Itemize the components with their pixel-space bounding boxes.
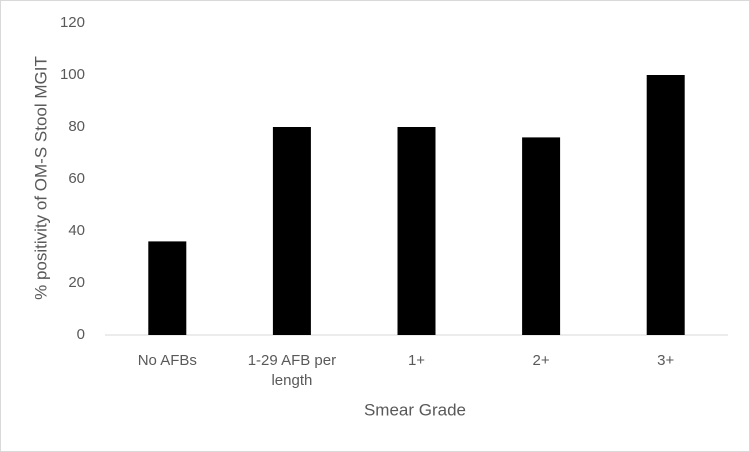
y-tick-label: 100 xyxy=(60,66,85,83)
x-tick-label: 1-29 AFB per length xyxy=(248,352,336,389)
x-axis-title: Smear Grade xyxy=(364,400,466,419)
y-tick-label: 20 xyxy=(68,274,85,291)
y-tick-label: 0 xyxy=(77,326,85,343)
bar xyxy=(397,127,436,335)
y-axis-title: % positivity of OM-S Stool MGIT xyxy=(31,56,50,300)
bar xyxy=(272,127,311,335)
bar xyxy=(148,241,187,335)
y-tick-label: 120 xyxy=(60,14,85,31)
y-tick-label: 60 xyxy=(68,170,85,187)
x-tick-label: 2+ xyxy=(533,352,550,369)
x-tick-label: 1+ xyxy=(408,352,425,369)
y-tick-label: 40 xyxy=(68,222,85,239)
x-tick-label: No AFBs xyxy=(138,352,197,369)
y-tick-label: 80 xyxy=(68,118,85,135)
bar xyxy=(646,75,685,335)
bar xyxy=(522,137,561,335)
x-tick-label: 3+ xyxy=(657,352,674,369)
